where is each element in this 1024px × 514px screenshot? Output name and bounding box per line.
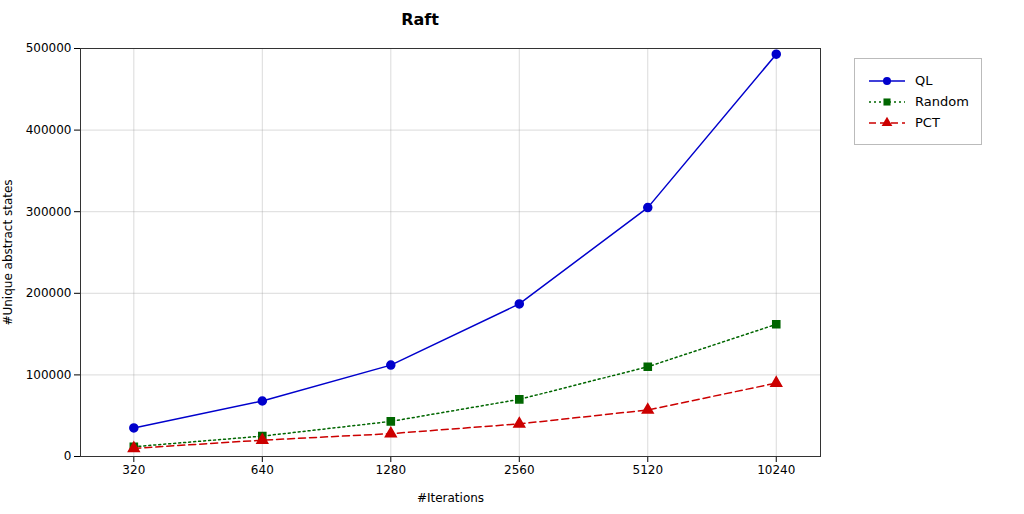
svg-text:100000: 100000 [26,368,72,382]
svg-text:1280: 1280 [376,463,407,477]
html-text:Random: Random [915,94,969,109]
svg-text:10240: 10240 [757,463,795,477]
svg-text:400000: 400000 [26,123,72,137]
svg-text:300000: 300000 [26,205,72,219]
svg-text:#Iterations: #Iterations [417,491,484,505]
html-text:QL: QL [915,73,933,88]
svg-text:5120: 5120 [633,463,664,477]
svg-text:#Unique abstract states: #Unique abstract states [1,179,15,325]
html-text:PCT: PCT [915,115,940,130]
svg-text:320: 320 [122,463,145,477]
svg-text:2560: 2560 [504,463,535,477]
svg-text:200000: 200000 [26,286,72,300]
html-text:Raft: Raft [401,10,439,29]
svg-text:640: 640 [251,463,274,477]
svg-text:500000: 500000 [26,41,72,55]
svg-text:0: 0 [64,449,72,463]
